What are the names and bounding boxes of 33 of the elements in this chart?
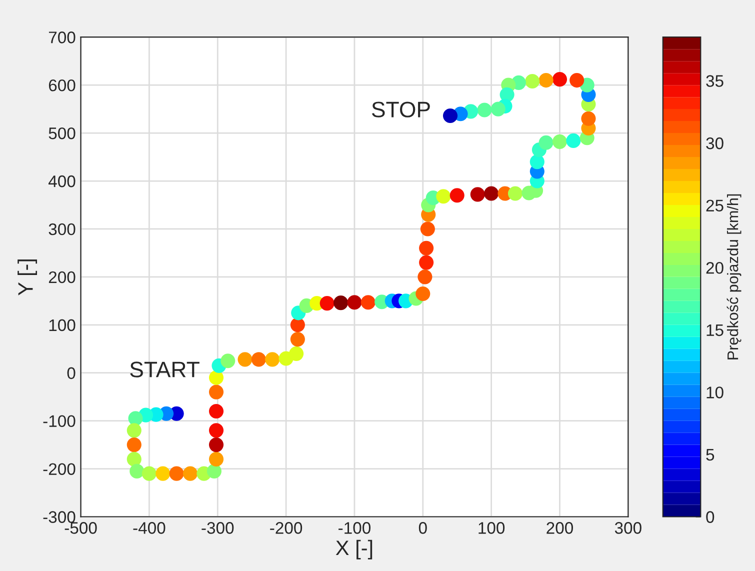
x-tick-label: 200 bbox=[546, 522, 573, 534]
y-tick-label: -300 bbox=[43, 511, 76, 523]
x-tick-label: 100 bbox=[478, 522, 505, 534]
x-tick-label: -500 bbox=[64, 522, 97, 534]
x-tick-label: -100 bbox=[338, 522, 370, 534]
x-tick-label: -400 bbox=[133, 522, 166, 534]
x-tick-label: 0 bbox=[418, 522, 427, 534]
color-bar-label: 10 bbox=[706, 386, 724, 398]
x-axis-title: X [-] bbox=[336, 540, 372, 560]
annotation: START bbox=[130, 362, 200, 378]
y-tick-label: 0 bbox=[67, 367, 76, 380]
y-tick-label: -200 bbox=[43, 463, 76, 475]
y-tick-label: 500 bbox=[48, 127, 76, 140]
color-bar-label: 30 bbox=[706, 137, 724, 150]
y-tick-label: 300 bbox=[48, 223, 76, 236]
x-tick-label: -300 bbox=[202, 522, 234, 534]
color-bar-title: Prędkość pojazdu [km/h] bbox=[726, 194, 742, 360]
color-bar-label: 5 bbox=[706, 449, 714, 461]
y-tick-label: 600 bbox=[48, 79, 76, 92]
annotation: STOP bbox=[372, 102, 430, 118]
color-bar-label: 20 bbox=[706, 262, 724, 274]
y-axis-title: Y [-] bbox=[18, 260, 38, 296]
y-tick-label: -100 bbox=[43, 415, 76, 428]
color-bar-label: 35 bbox=[706, 75, 724, 87]
color-bar-label: 15 bbox=[706, 324, 724, 336]
x-tick-label: -200 bbox=[270, 522, 302, 534]
y-tick-label: 400 bbox=[48, 175, 76, 188]
y-tick-label: 200 bbox=[48, 271, 76, 284]
color-bar-label: 0 bbox=[706, 511, 714, 523]
x-tick-label: 300 bbox=[614, 522, 642, 534]
y-tick-label: 100 bbox=[49, 319, 76, 332]
y-tick-label: 700 bbox=[48, 32, 76, 44]
color-bar-label: 25 bbox=[706, 200, 724, 212]
